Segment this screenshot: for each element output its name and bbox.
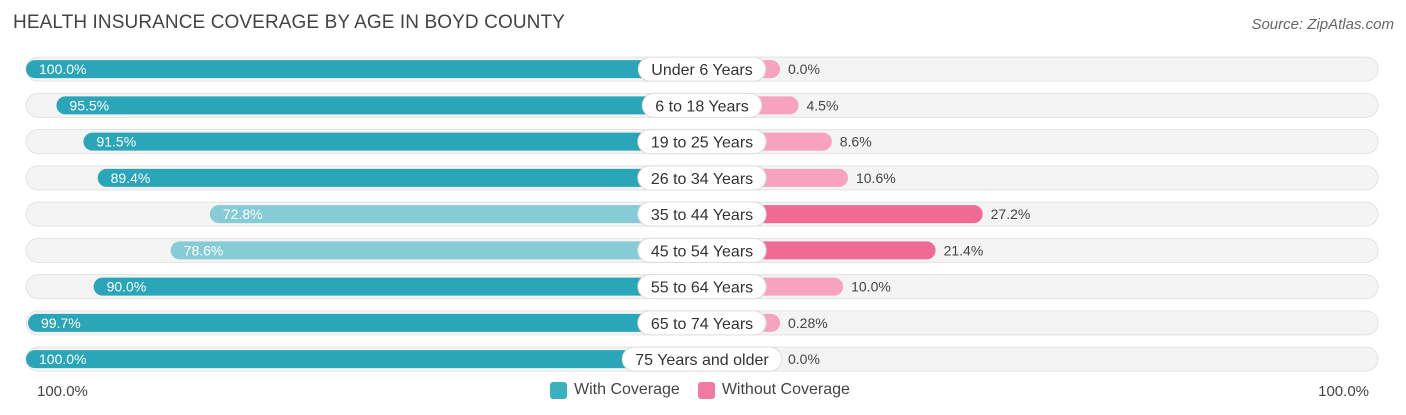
legend-with-coverage[interactable]: With Coverage — [550, 381, 680, 399]
category-pill — [621, 346, 783, 372]
legend-label-without-coverage: Without Coverage — [721, 381, 850, 398]
source-label: Source: ZipAtlas.com — [1251, 16, 1394, 33]
category-label: 45 to 54 Years — [651, 243, 753, 260]
label-with-coverage: 89.4% — [111, 170, 151, 186]
bar-with-coverage — [28, 313, 702, 332]
legend-swatch-with-coverage — [550, 381, 567, 399]
category-label: 75 Years and older — [635, 352, 769, 369]
label-without-coverage: 0.0% — [788, 61, 820, 77]
bar-with-coverage — [93, 277, 703, 296]
label-without-coverage: 4.5% — [807, 97, 839, 113]
bar-with-coverage — [26, 350, 702, 369]
bar-with-coverage — [56, 96, 703, 115]
category-pill — [637, 274, 767, 300]
bar-with-coverage — [209, 205, 702, 224]
label-with-coverage: 95.5% — [69, 97, 109, 113]
category-label: Under 6 Years — [651, 62, 752, 79]
category-label: 6 to 18 Years — [655, 98, 748, 115]
category-pill — [637, 129, 767, 155]
category-label: 65 to 74 Years — [651, 316, 753, 333]
chart-title: HEALTH INSURANCE COVERAGE BY AGE IN BOYD… — [13, 12, 565, 33]
label-with-coverage: 91.5% — [96, 134, 136, 150]
label-with-coverage: 99.7% — [41, 315, 81, 331]
category-pill — [637, 237, 767, 263]
category-label: 35 to 44 Years — [651, 207, 753, 224]
legend-label-with-coverage: With Coverage — [574, 381, 680, 398]
category-pill — [637, 56, 767, 82]
category-label: 55 to 64 Years — [651, 280, 753, 297]
axis-right-label: 100.0% — [1318, 383, 1369, 400]
label-with-coverage: 72.8% — [223, 206, 263, 222]
label-with-coverage: 78.6% — [184, 242, 224, 258]
label-with-coverage: 100.0% — [39, 351, 86, 367]
label-without-coverage: 21.4% — [944, 242, 984, 258]
category-pill — [637, 165, 767, 191]
label-without-coverage: 10.6% — [856, 170, 896, 186]
label-without-coverage: 0.28% — [788, 315, 828, 331]
category-pill — [637, 201, 767, 227]
category-pill — [641, 92, 763, 118]
category-label: 19 to 25 Years — [651, 135, 753, 152]
legend-swatch-without-coverage — [697, 381, 715, 399]
category-label: 26 to 34 Years — [651, 171, 753, 188]
axis-left-label: 100.0% — [37, 383, 88, 400]
label-without-coverage: 10.0% — [851, 279, 891, 295]
bar-with-coverage — [26, 60, 702, 79]
label-without-coverage: 27.2% — [991, 206, 1031, 222]
label-without-coverage: 0.0% — [788, 351, 820, 367]
label-without-coverage: 8.6% — [840, 134, 872, 150]
label-with-coverage: 90.0% — [107, 279, 147, 295]
bar-without-coverage — [702, 205, 983, 224]
legend: With Coverage Without Coverage — [550, 381, 868, 399]
label-with-coverage: 100.0% — [39, 61, 86, 77]
bar-with-coverage — [170, 241, 702, 260]
bar-with-coverage — [97, 168, 702, 187]
category-pill — [637, 310, 767, 336]
chart-area: 100.0% 0.0% Under 6 Years 95.5% 4.5% 6 to 18 … — [25, 56, 1379, 372]
bar-with-coverage — [83, 132, 702, 151]
legend-without-coverage[interactable]: Without Coverage — [697, 381, 850, 399]
